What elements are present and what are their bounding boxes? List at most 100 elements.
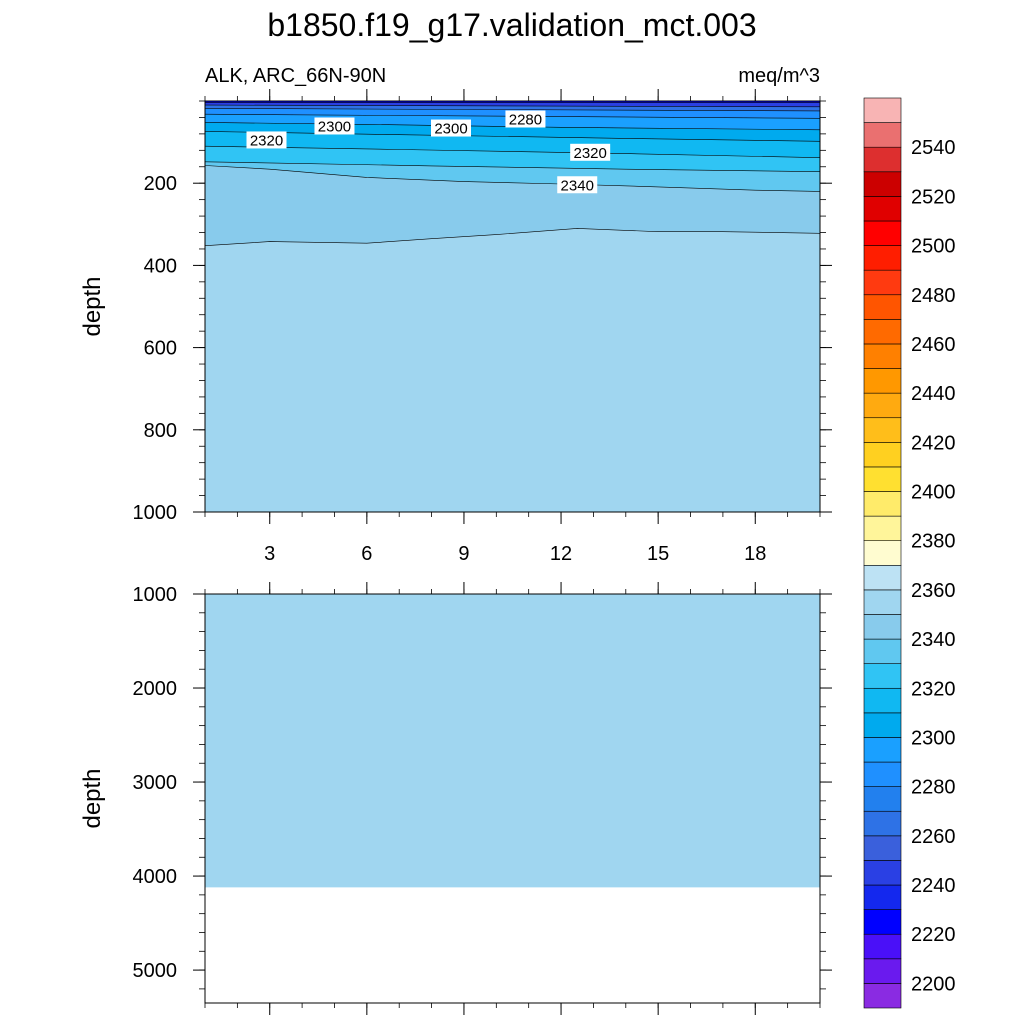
colorbar-label: 2540 [911,137,956,159]
contour-label: 2300 [318,118,351,135]
colorbar-label: 2460 [911,334,956,356]
colorbar-box [863,294,902,320]
colorbar-box [863,614,902,640]
colorbar-box [863,171,902,197]
colorbar-box [863,933,902,960]
colorbar-box [863,368,902,394]
contour-line [204,228,821,246]
colorbar-label: 2360 [911,580,956,602]
colorbar-box [863,97,902,123]
y-tick-label: 3000 [133,772,178,794]
colorbar-box [863,540,902,566]
y-tick-label: 600 [144,338,177,360]
x-tick-label: 12 [550,543,572,565]
colorbar-box [863,122,902,148]
y-tick-label: 5000 [133,960,178,982]
colorbar-label: 2520 [911,186,956,208]
contour-fill-band [205,102,820,107]
contour-fill-band [205,146,820,172]
contour-label-box [505,110,546,128]
x-tick-label: 6 [361,543,372,565]
x-tick-label: 9 [458,543,469,565]
colorbar-label: 2320 [911,678,956,700]
contour-label-box [246,131,287,149]
colorbar-box [863,761,902,787]
colorbar-box [863,392,902,419]
contour-label: 2320 [250,132,283,149]
contour-label: 2280 [509,111,542,128]
figure-title: b1850.f19_g17.validation_mct.003 [267,7,756,43]
colorbar-box [863,638,902,664]
y-tick-label: 4000 [133,866,178,888]
contour-label: 2300 [434,121,467,138]
colorbar-box [863,491,902,517]
contour-label-box [557,176,598,194]
colorbar-box [863,687,902,714]
y-tick-label: 1000 [133,502,178,524]
colorbar-label: 2280 [911,777,956,799]
colorbar-box [863,835,902,861]
colorbar-label: 2300 [911,727,956,749]
colorbar-box [863,737,902,763]
colorbar-label: 2240 [911,875,956,897]
contour-line [204,165,821,192]
colorbar-box [863,442,902,468]
colorbar-box [863,319,902,345]
colorbar-label: 2500 [911,236,956,258]
colorbar-box [863,663,902,689]
contour-line [204,161,821,172]
colorbar-label: 2260 [911,826,956,848]
contour-fill-band [205,165,820,246]
y-tick-label: 200 [144,173,177,195]
plot-frame [204,100,821,513]
y-axis-label: depth [79,276,106,336]
colorbar-label: 2220 [911,924,956,946]
colorbar-label: 2480 [911,285,956,307]
y-tick-label: 1000 [133,584,178,606]
contour-line [204,145,821,158]
contour-fill-band [205,594,820,888]
colorbar-label: 2380 [911,531,956,553]
colorbar-box [863,909,902,935]
colorbar-box [863,983,902,1009]
y-tick-label: 2000 [133,678,178,700]
contour-label-box [314,117,355,135]
colorbar-box [863,220,902,246]
colorbar-box [863,515,902,542]
colorbar-box [863,343,902,369]
colorbar-box [863,884,902,910]
colorbar-box [863,589,902,615]
x-tick-label: 15 [647,543,669,565]
lower-panel: 1000 2000 3000 4000 5000 depth [79,582,832,1015]
x-tick-label: 3 [264,543,275,565]
colorbar-box [863,786,902,812]
colorbar-box [863,810,902,837]
colorbar-label: 2340 [911,629,956,651]
colorbar-box [863,466,902,492]
plot-frame [204,593,821,1004]
y-tick-label: 800 [144,420,177,442]
colorbar-label: 2440 [911,383,956,405]
contour-fill-band [205,131,820,158]
colorbar-label: 2420 [911,432,956,454]
contour-line [204,131,821,142]
panel-subtitle-left: ALK, ARC_66N-90N [205,65,386,87]
contour-label: 2320 [573,145,606,162]
colorbar-box [863,958,902,984]
contour-label-box [570,143,611,161]
contour-fill-band [205,161,820,192]
contour-fill-band [205,228,820,512]
colorbar-box [863,712,902,738]
colorbar-box [863,860,902,886]
contour-label-box [431,119,471,137]
colorbar-label: 2400 [911,482,956,504]
panel-subtitle-right: meq/m^3 [738,65,820,87]
colorbar-label: 2200 [911,973,956,995]
colorbar-box [863,417,902,443]
contour-line [204,104,821,108]
x-tick-label: 18 [744,543,766,565]
colorbar: 2200 2220 2240 2260 2280 2300 2320 2340 2360 2380… [863,97,956,1009]
contour-fill-band [205,122,820,142]
colorbar-box [863,269,902,296]
